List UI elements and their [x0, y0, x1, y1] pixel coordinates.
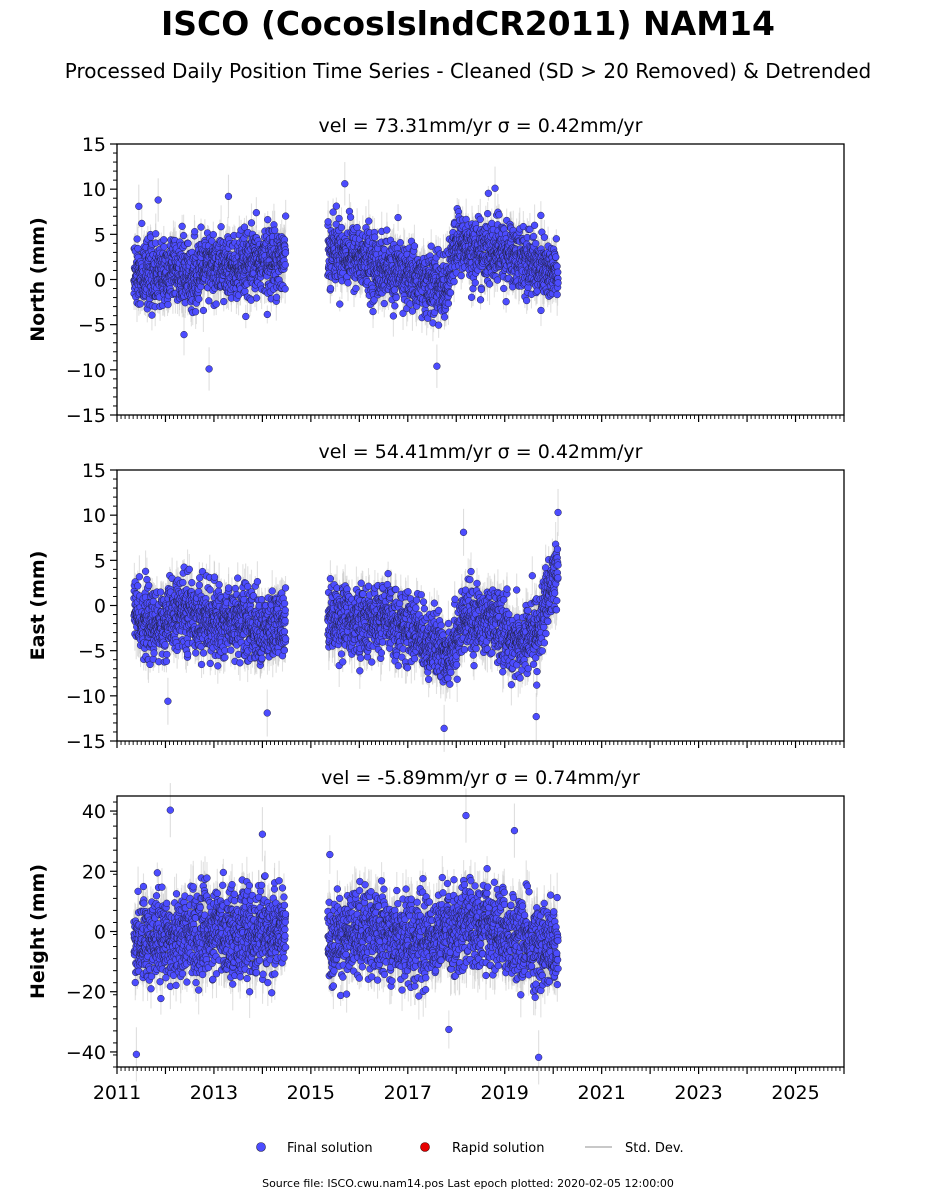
- data-point: [345, 279, 352, 286]
- data-point: [371, 234, 378, 241]
- data-point: [179, 223, 186, 230]
- data-point: [152, 230, 159, 237]
- data-point: [390, 313, 397, 320]
- data-point: [205, 297, 212, 304]
- data-point: [191, 228, 198, 235]
- data-point: [370, 308, 377, 315]
- data-point: [336, 301, 343, 308]
- data-point: [165, 301, 172, 308]
- data-point: [441, 314, 448, 321]
- data-point: [242, 313, 249, 320]
- data-point: [185, 240, 192, 247]
- panel-north: vel = 73.31mm/yr σ = 0.42mm/yr North (mm)…: [27, 115, 844, 427]
- data-point: [220, 298, 227, 305]
- data-point: [333, 203, 340, 210]
- data-point: [248, 219, 255, 226]
- data-point: [192, 308, 199, 315]
- data-point: [468, 294, 475, 301]
- data-point: [393, 294, 400, 301]
- data-point: [445, 300, 452, 307]
- data-point: [264, 216, 271, 223]
- data-point: [383, 227, 390, 234]
- data-point: [134, 236, 141, 243]
- data-point: [282, 213, 289, 220]
- data-point: [149, 312, 156, 319]
- data-point: [338, 224, 345, 231]
- data-point: [210, 231, 217, 238]
- data-point: [161, 244, 168, 251]
- figure-subtitle: Processed Daily Position Time Series - C…: [65, 59, 871, 83]
- data-point: [282, 286, 289, 293]
- data-point: [472, 279, 479, 286]
- data-point: [282, 261, 289, 268]
- data-point: [391, 287, 398, 294]
- data-point: [447, 289, 454, 296]
- data-point: [365, 218, 372, 225]
- data-point: [435, 322, 442, 329]
- data-point: [137, 300, 144, 307]
- data-point: [273, 294, 280, 301]
- data-point: [458, 272, 465, 279]
- data-point: [330, 209, 337, 216]
- data-point: [391, 302, 398, 309]
- data-point: [353, 285, 360, 292]
- data-point: [264, 311, 271, 318]
- data-point: [213, 301, 220, 308]
- data-point: [397, 239, 404, 246]
- data-point: [253, 295, 260, 302]
- data-point: [282, 249, 289, 256]
- data-point: [160, 236, 167, 243]
- data-point: [253, 209, 260, 216]
- panel-title: vel = 73.31mm/yr σ = 0.42mm/yr: [319, 115, 643, 137]
- data-point: [325, 218, 332, 225]
- data-point: [381, 300, 388, 307]
- data-point: [271, 227, 278, 234]
- data-point: [395, 214, 402, 221]
- data-point: [181, 331, 188, 338]
- y-axis-label: North (mm): [27, 217, 49, 342]
- data-point: [347, 214, 354, 221]
- panels: vel = 73.31mm/yr σ = 0.42mm/yr North (mm)…: [27, 115, 844, 1104]
- data-point: [198, 224, 205, 231]
- data-point: [218, 223, 225, 230]
- figure-title: ISCO (CocosIslndCR2011) NAM14: [161, 4, 775, 43]
- data-point: [180, 232, 187, 239]
- data-point: [411, 243, 418, 250]
- data-point: [336, 215, 343, 222]
- data-point: [200, 307, 207, 314]
- data-point: [195, 296, 202, 303]
- data-point: [138, 220, 145, 227]
- final-solution-points: [131, 180, 562, 372]
- data-point: [327, 285, 334, 292]
- data-point: [451, 278, 458, 285]
